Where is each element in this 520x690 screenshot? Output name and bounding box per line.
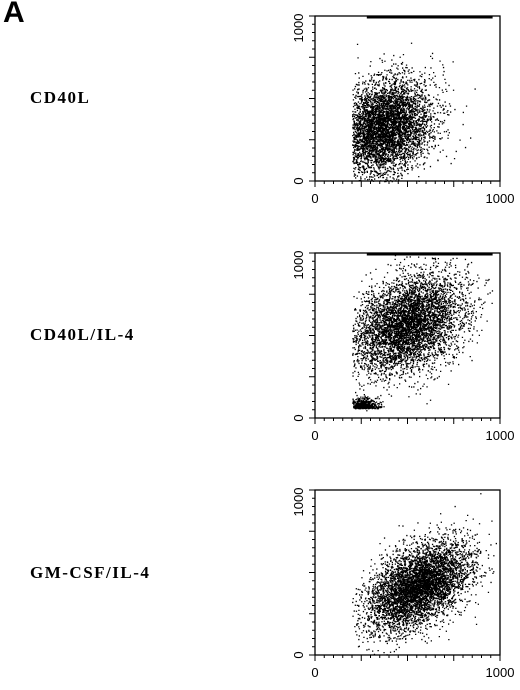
x-tick-label-max: 1000 bbox=[486, 665, 515, 680]
panel-letter: A bbox=[3, 0, 25, 29]
y-tick-label-max: 1000 bbox=[291, 251, 306, 280]
y-tick-label-min: 0 bbox=[291, 177, 306, 184]
scatter-plot-gmcsf-il4: 0 1000 0 1000 bbox=[291, 488, 515, 680]
row-label-cd40l: CD40L bbox=[30, 88, 91, 107]
x-tick-label-min: 0 bbox=[311, 191, 318, 206]
x-tick-label-max: 1000 bbox=[486, 428, 515, 443]
row-label-gmcsf-il4: GM-CSF/IL-4 bbox=[30, 563, 151, 582]
x-tick-label-max: 1000 bbox=[486, 191, 515, 206]
row-label-cd40l-il4: CD40L/IL-4 bbox=[30, 325, 135, 344]
scatter-points bbox=[352, 253, 494, 412]
y-tick-label-min: 0 bbox=[291, 651, 306, 658]
x-tick-label-min: 0 bbox=[311, 665, 318, 680]
scatter-points bbox=[352, 42, 476, 183]
axis-ticks bbox=[309, 252, 501, 424]
axis-ticks bbox=[309, 15, 501, 187]
y-tick-label-max: 1000 bbox=[291, 14, 306, 43]
y-tick-label-max: 1000 bbox=[291, 488, 306, 517]
y-tick-label-min: 0 bbox=[291, 414, 306, 421]
scatter-plot-cd40l-il4: 0 1000 0 1000 bbox=[291, 251, 515, 443]
x-tick-label-min: 0 bbox=[311, 428, 318, 443]
scatter-points bbox=[352, 493, 497, 656]
scatter-plot-cd40l: 0 1000 0 1000 bbox=[291, 14, 515, 206]
axis-ticks bbox=[309, 489, 501, 661]
